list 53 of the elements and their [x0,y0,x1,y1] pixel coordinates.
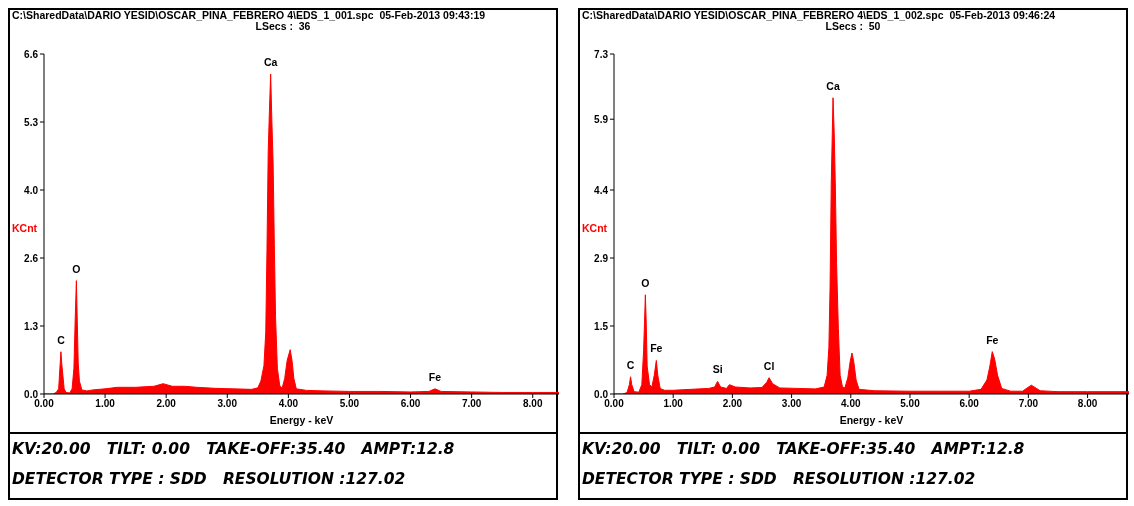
chart-title: C:\SharedData\DARIO YESID\OSCAR_PINA_FEBRERO 4\EDS_1_002.spc 05-Feb-2013 09:46:24 [581,9,1057,21]
annotation: Fe [650,342,663,355]
x-tick-label: 5.00 [900,398,921,410]
x-tick-label: 3.00 [217,398,238,410]
x-tick-label: 0.00 [604,398,625,410]
x-tick-label: 4.00 [278,398,299,410]
x-axis-title: Energy - keV [269,414,334,426]
x-tick-label: 1.00 [663,398,684,410]
chart-subtitle: LSecs : 36 [255,20,311,32]
x-tick-label: 6.00 [959,398,980,410]
x-tick-label: 4.00 [841,398,861,410]
y-tick-label: 0.0 [24,388,39,400]
annotation: Cl [763,359,775,372]
x-tick-label: 0.00 [34,398,55,410]
annotation: Si [712,363,723,376]
text: DETECTOR TYPE : SDD RESOLUTION :127.02 [582,469,977,490]
x-tick-label: 2.00 [156,398,177,410]
y-tick-label: 6.6 [24,48,39,60]
chart-title: C:\SharedData\DARIO YESID\OSCAR_PINA_FEBRERO 4\EDS_1_001.spc 05-Feb-2013 09:43:19 [11,9,487,21]
x-tick-label: 3.00 [781,398,802,410]
text: DETECTOR TYPE : SDD RESOLUTION :127.02 [12,469,407,490]
y-tick-label: 1.3 [24,320,39,332]
x-tick-label: 1.00 [95,398,116,410]
y-tick-label: 0.0 [594,388,609,400]
text: KV:20.00 TILT: 0.00 TAKE-OFF:35.40 AMPT:12.8 [12,439,456,460]
y-axis-title: KCnt [12,222,38,234]
chart-subtitle: LSecs : 50 [825,20,881,32]
annotation: C [626,358,635,371]
annotation: Ca [263,56,278,69]
annotation: Ca [826,79,840,92]
y-tick-label: 4.0 [24,184,39,196]
y-axis-title: KCnt [582,222,608,234]
x-tick-label: 6.00 [400,398,421,410]
y-tick-label: 5.9 [594,113,609,125]
y-tick-label: 1.5 [594,320,609,332]
annotation: O [641,276,650,289]
y-tick-label: 2.9 [594,252,609,264]
x-tick-label: 8.00 [523,398,543,410]
y-tick-label: 7.3 [594,48,609,60]
x-tick-label: 5.00 [339,398,360,410]
x-tick-label: 7.00 [461,398,482,410]
x-tick-label: 2.00 [722,398,743,410]
x-tick-label: 7.00 [1018,398,1039,410]
x-axis-title: Energy - keV [839,414,904,426]
annotation: Fe [986,333,999,346]
y-tick-label: 4.4 [594,184,609,196]
y-tick-label: 5.3 [24,116,39,128]
annotation: C [57,333,66,346]
y-tick-label: 2.6 [24,252,39,264]
annotation: Fe [428,370,442,383]
text: KV:20.00 TILT: 0.00 TAKE-OFF:35.40 AMPT:12.8 [582,439,1026,460]
x-tick-label: 8.00 [1077,398,1098,410]
annotation: O [72,262,81,275]
